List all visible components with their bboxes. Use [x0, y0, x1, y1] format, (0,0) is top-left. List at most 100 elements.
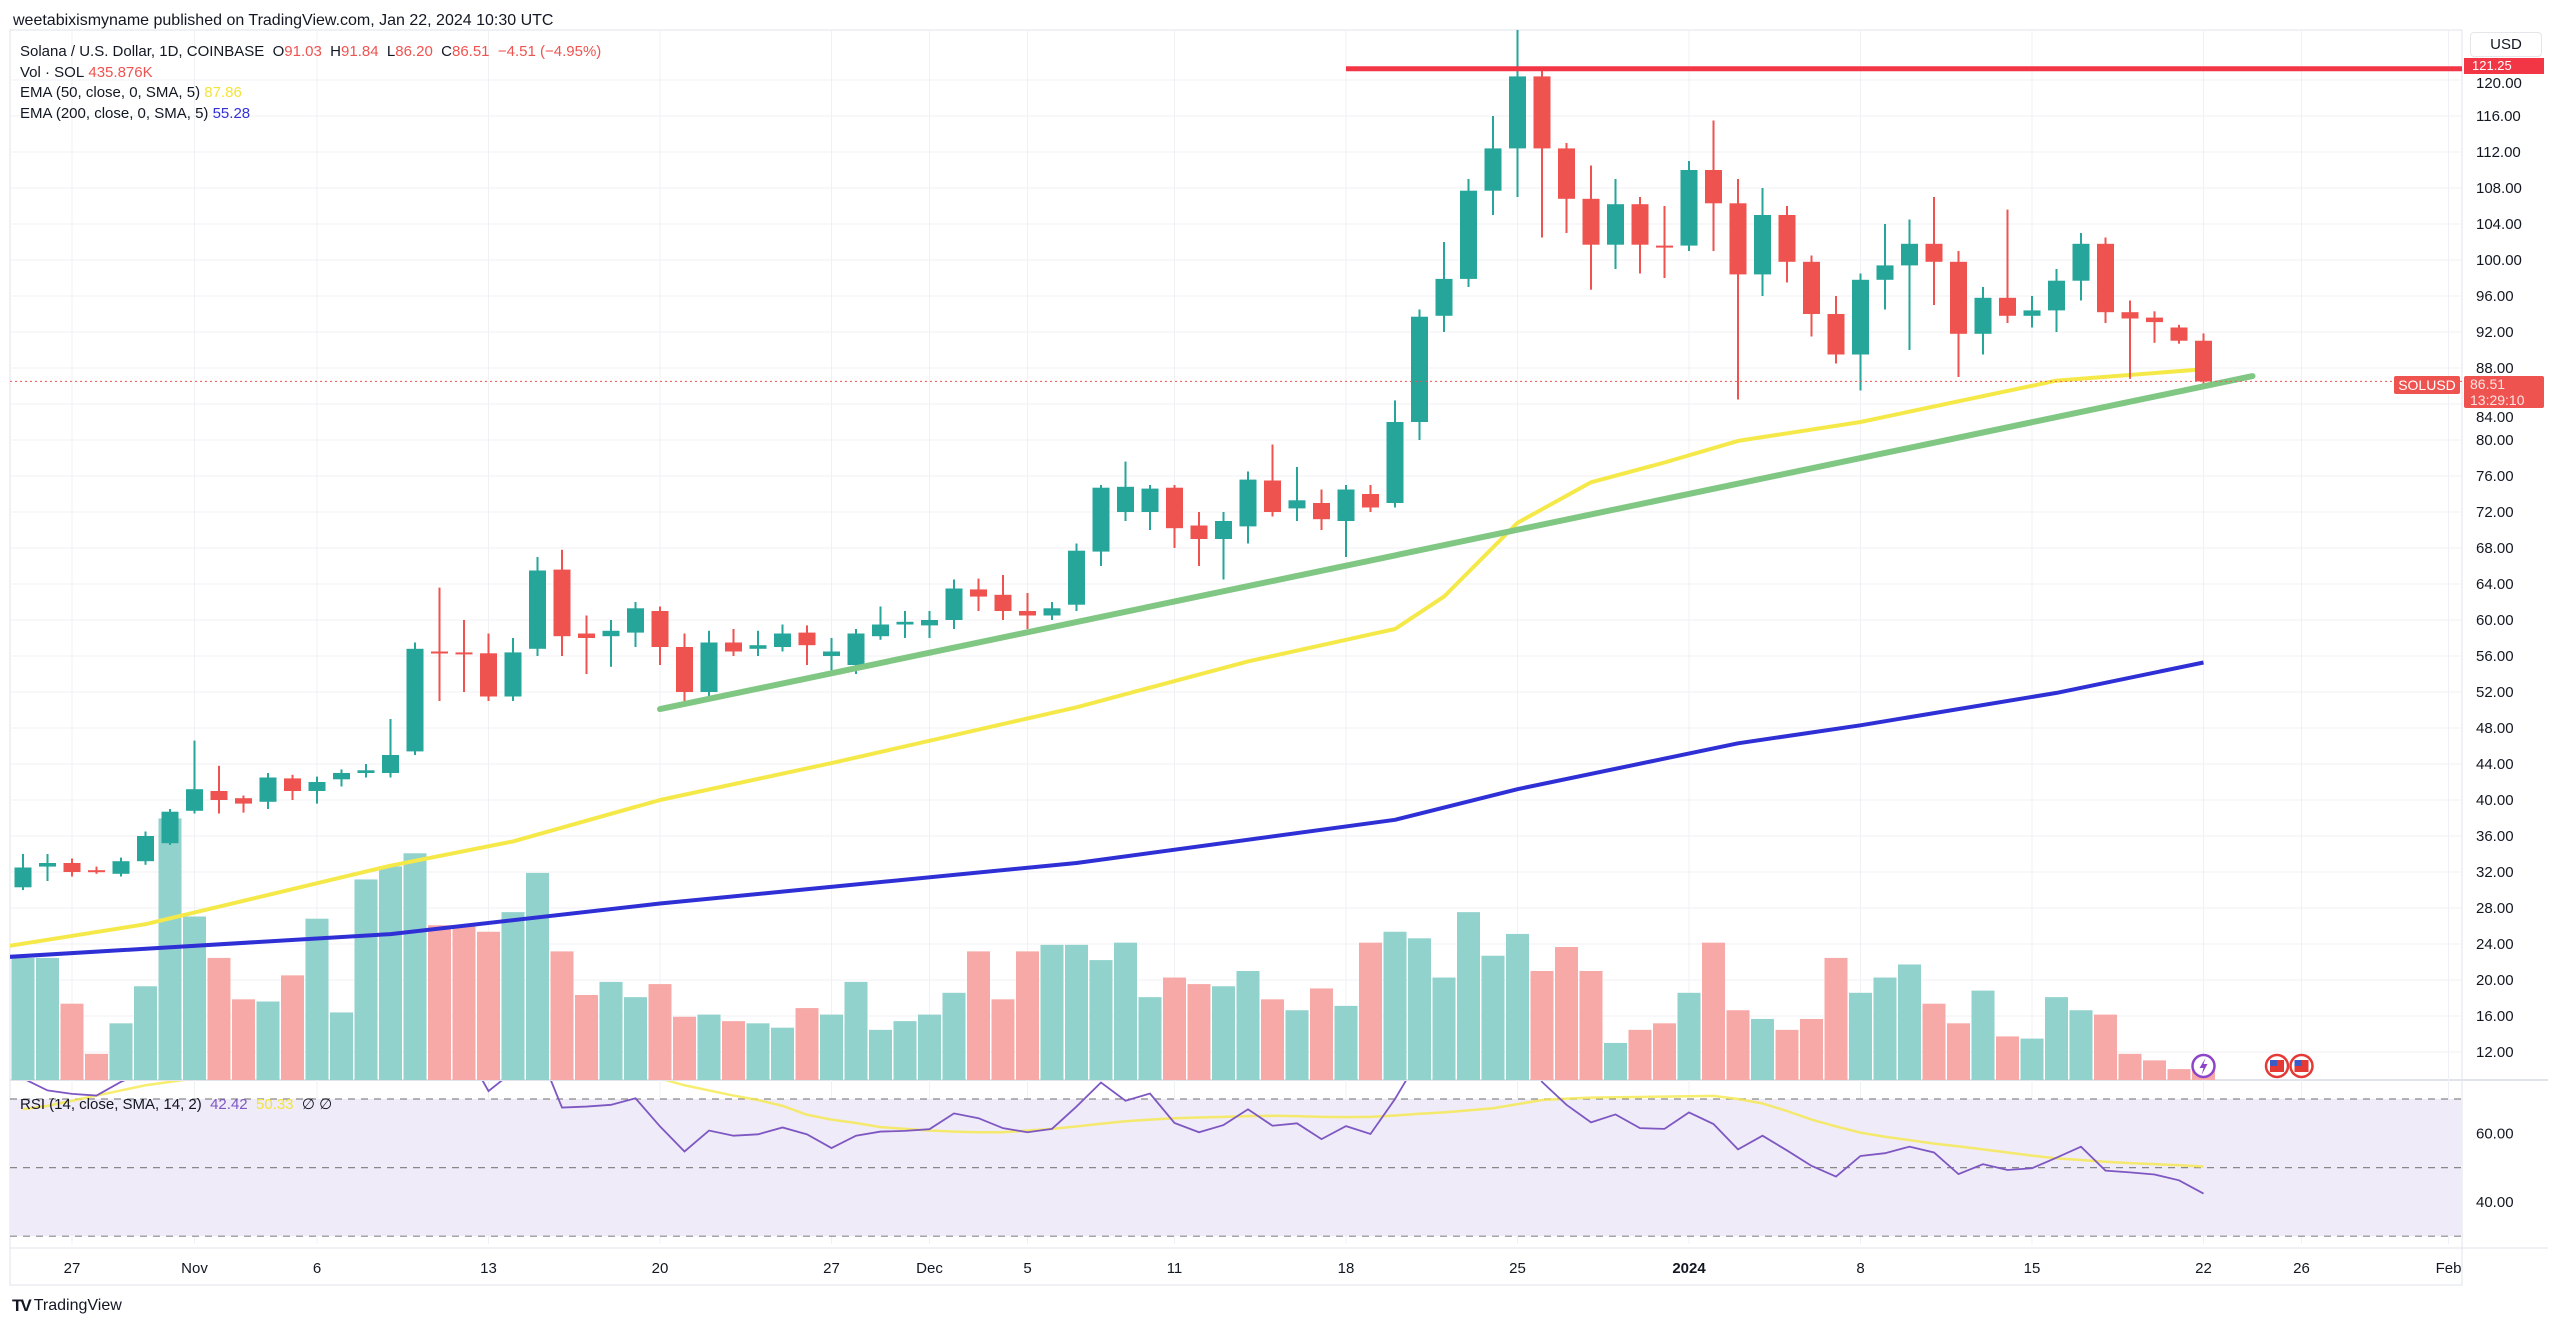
close-value: 86.51 — [451, 43, 490, 60]
candle-body — [1215, 521, 1232, 539]
time-tick-label: 15 — [2024, 1260, 2041, 1277]
candle — [1141, 485, 1159, 530]
price-tick-label: 72.00 — [2476, 504, 2514, 521]
price-tick-label: 32.00 — [2476, 864, 2514, 881]
price-tick-label: 112.00 — [2476, 144, 2521, 161]
candle — [333, 769, 350, 787]
candle — [1092, 485, 1110, 566]
candle — [455, 620, 473, 692]
candle-body — [970, 589, 987, 597]
candle — [774, 624, 791, 652]
candle — [1950, 251, 1967, 377]
candle — [39, 854, 56, 881]
candle-body — [2121, 312, 2139, 319]
candle-body — [1607, 204, 1624, 245]
us-flag-event-icon[interactable] — [2289, 1053, 2314, 1079]
volume-bar — [134, 986, 157, 1080]
price-tick-label: 16.00 — [2476, 1008, 2514, 1025]
ema200-label[interactable]: EMA (200, close, 0, SMA, 5) — [20, 104, 209, 122]
time-tick-label: 26 — [2293, 1260, 2310, 1277]
volume-label[interactable]: Vol · SOL — [20, 63, 85, 81]
candle — [994, 575, 1012, 620]
candle-body — [1264, 480, 1281, 512]
candle — [406, 642, 424, 755]
currency-selector[interactable]: USD — [2470, 32, 2542, 57]
candle — [259, 773, 277, 809]
time-tick-label: 8 — [1856, 1260, 1864, 1277]
candle-body — [2048, 280, 2065, 311]
candle — [1043, 602, 1061, 620]
candle-body — [1435, 278, 1453, 316]
volume-bar — [36, 957, 59, 1080]
chart-legend: Solana / U.S. Dollar, 1D, COINBASE O91.0… — [20, 42, 601, 124]
tradingview-logo[interactable]: TV TradingView — [12, 1296, 122, 1316]
candle — [186, 740, 203, 814]
volume-bar — [2094, 1014, 2117, 1080]
lightning-event-icon[interactable] — [2191, 1053, 2216, 1079]
candle — [1631, 197, 1649, 274]
candle — [798, 625, 816, 665]
volume-bar — [2069, 1010, 2093, 1080]
volume-bar — [771, 1027, 794, 1080]
volume-bar — [1947, 1023, 1970, 1080]
candle-body — [553, 569, 571, 637]
candle — [2195, 333, 2212, 385]
candle-body — [504, 652, 522, 697]
price-tick-label: 24.00 — [2476, 936, 2514, 953]
rsi-tick-label: 60.00 — [2476, 1125, 2514, 1142]
close-label: C — [441, 43, 452, 60]
candle — [88, 866, 105, 874]
time-tick-label: Nov — [181, 1260, 208, 1277]
rsi-tick-label: 40.00 — [2476, 1194, 2514, 1211]
candle-body — [896, 621, 914, 625]
candle-body — [1754, 215, 1771, 275]
candle-body — [259, 777, 277, 802]
volume-bar — [1873, 977, 1897, 1080]
candle-body — [63, 863, 81, 872]
change-value: −4.51 (−4.95%) — [497, 43, 602, 60]
candle-body — [1582, 198, 1600, 245]
candle — [2146, 311, 2163, 343]
candle — [651, 606, 669, 665]
candle — [725, 629, 742, 656]
ema50-label[interactable]: EMA (50, close, 0, SMA, 5) — [20, 84, 201, 101]
candle — [1362, 485, 1379, 512]
volume-bar — [1726, 1010, 1750, 1080]
us-flag-event-icon[interactable] — [2264, 1053, 2290, 1079]
volume-bar — [256, 1001, 280, 1080]
candle-body — [1092, 487, 1110, 552]
ema200-line — [10, 660, 2204, 959]
volume-bar — [60, 1003, 84, 1080]
candle — [1484, 116, 1502, 215]
flag-canton — [2294, 1060, 2302, 1066]
candle-body — [1925, 243, 1943, 262]
candle-body — [725, 642, 742, 652]
volume-bar — [746, 1023, 770, 1080]
price-tick-label: 20.00 — [2476, 972, 2514, 989]
candle-body — [1288, 500, 1306, 509]
candle-body — [1705, 170, 1722, 204]
candles — [14, 30, 2212, 890]
candle — [2121, 300, 2139, 379]
price-tick-label: 28.00 — [2476, 900, 2514, 917]
price-tick-label: 36.00 — [2476, 828, 2514, 845]
candle — [1852, 273, 1869, 391]
candle-body — [431, 651, 448, 654]
rsi-label[interactable]: RSI (14, close, SMA, 14, 2) — [20, 1096, 202, 1113]
time-tick-label: 18 — [1338, 1260, 1355, 1277]
volume-bar — [575, 994, 598, 1080]
candle-body — [578, 633, 595, 638]
symbol-title[interactable]: Solana / U.S. Dollar, 1D, COINBASE — [20, 43, 265, 60]
candle-body — [872, 624, 889, 637]
volume-bar — [550, 951, 574, 1080]
bar-countdown: 13:29:10 — [2470, 392, 2525, 408]
volume-bar — [942, 992, 966, 1080]
volume-bar — [2167, 1069, 2191, 1080]
volume-bar — [428, 925, 451, 1080]
volume-bar — [1506, 933, 1529, 1080]
candle-body — [2170, 327, 2188, 341]
main-pane — [10, 30, 2462, 1080]
volume-bar — [918, 1014, 941, 1080]
candle — [1435, 242, 1453, 332]
